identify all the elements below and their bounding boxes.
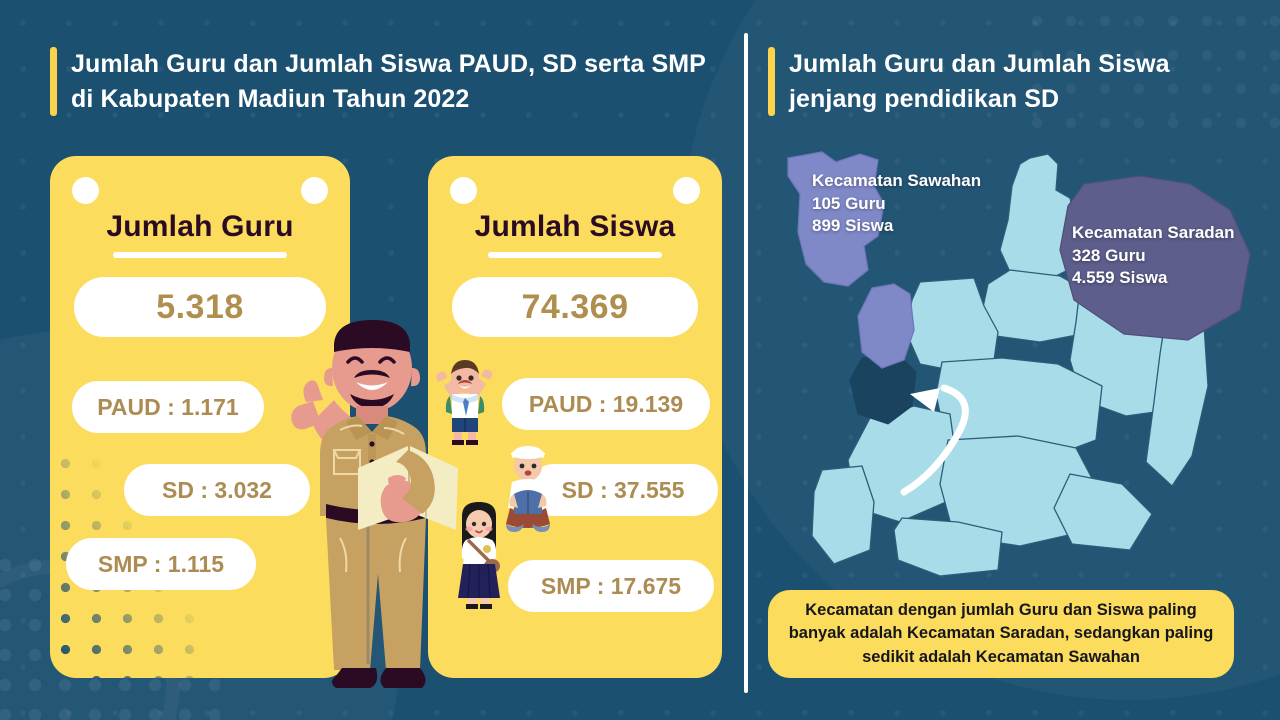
total-pill-guru: 5.318 [74, 277, 326, 337]
title-accent-bar [50, 47, 57, 116]
teacher-illustration [291, 320, 458, 688]
breakdown-pill-guru-smp: SMP : 1.115 [66, 538, 256, 590]
map-district-centre-left [905, 277, 999, 373]
breakdown-label: SD : 3.032 [162, 476, 272, 503]
background-dot-grid-top-right [1020, 0, 1280, 150]
map-arrow-curve [900, 384, 969, 496]
map-label-sawahan-students: 899 Siswa [812, 216, 894, 236]
map-district-south [893, 517, 1003, 577]
card-heading: Jumlah Guru [106, 210, 294, 243]
right-panel-title: Jumlah Guru dan Jumlah Siswa jenjang pen… [768, 47, 1238, 116]
total-pill-siswa: 74.369 [452, 277, 698, 337]
panel-divider [744, 33, 748, 693]
student-paud-illustration [436, 360, 493, 445]
right-panel-title-text: Jumlah Guru dan Jumlah Siswa jenjang pen… [789, 50, 1170, 113]
punch-hole-right-icon [301, 177, 328, 204]
breakdown-pill-siswa-sd: SD : 37.555 [528, 464, 718, 516]
map-label-sawahan: Kecamatan Sawahan 105 Guru 899 Siswa [812, 170, 981, 238]
total-value-guru: 5.318 [156, 287, 244, 326]
map-district-south-west [811, 465, 875, 565]
breakdown-pill-guru-paud: PAUD : 1.171 [72, 381, 264, 433]
breakdown-label: SMP : 1.115 [97, 550, 225, 577]
map-label-sawahan-teachers: 105 Guru [812, 193, 886, 213]
map-arrow-head-icon [910, 388, 940, 412]
breakdown-pill-guru-sd: SD : 3.032 [124, 464, 310, 516]
left-panel-title-text: Jumlah Guru dan Jumlah Siswa PAUD, SD se… [71, 50, 706, 113]
map-svg [787, 151, 1251, 577]
map-label-saradan: Kecamatan Saradan 328 Guru 4.559 Siswa [1072, 222, 1235, 290]
map-label-sawahan-district: Kecamatan Sawahan [812, 171, 982, 190]
student-smp-illustration [458, 502, 500, 609]
map-label-saradan-teachers: 328 Guru [1072, 245, 1146, 265]
card-heading-underline [488, 252, 662, 258]
student-sd-illustration [506, 446, 550, 532]
punch-hole-right-icon [673, 177, 700, 204]
total-value-siswa: 74.369 [521, 287, 629, 326]
punch-hole-left-icon [72, 177, 99, 204]
breakdown-pill-siswa-paud: PAUD : 19.139 [502, 378, 710, 430]
card-header: Jumlah Guru [50, 210, 350, 258]
map-highlight-saradan [1059, 175, 1251, 341]
map-kabupaten-madiun: Kecamatan Sawahan 105 Guru 899 Siswa Kec… [752, 140, 1280, 580]
map-highlight-sawahan [857, 283, 915, 369]
card-heading: Jumlah Siswa [474, 210, 676, 243]
map-callout-sawahan [787, 151, 885, 287]
breakdown-label: SMP : 17.675 [540, 572, 682, 599]
breakdown-label: PAUD : 1.171 [97, 393, 239, 420]
breakdown-label: PAUD : 19.139 [528, 390, 684, 417]
summary-note-box: Kecamatan dengan jumlah Guru dan Siswa p… [768, 590, 1234, 678]
breakdown-pill-siswa-smp: SMP : 17.675 [508, 560, 714, 612]
breakdown-label: SD : 37.555 [561, 476, 685, 503]
summary-note-text: Kecamatan dengan jumlah Guru dan Siswa p… [788, 600, 1214, 666]
map-label-saradan-students: 4.559 Siswa [1072, 268, 1168, 288]
map-label-saradan-district: Kecamatan Saradan [1072, 223, 1235, 242]
left-panel-title: Jumlah Guru dan Jumlah Siswa PAUD, SD se… [50, 47, 710, 116]
card-heading-underline [113, 252, 287, 258]
card-header: Jumlah Siswa [428, 210, 722, 258]
map-district-south-east [1053, 473, 1153, 551]
title-accent-bar [768, 47, 775, 116]
punch-hole-left-icon [450, 177, 477, 204]
